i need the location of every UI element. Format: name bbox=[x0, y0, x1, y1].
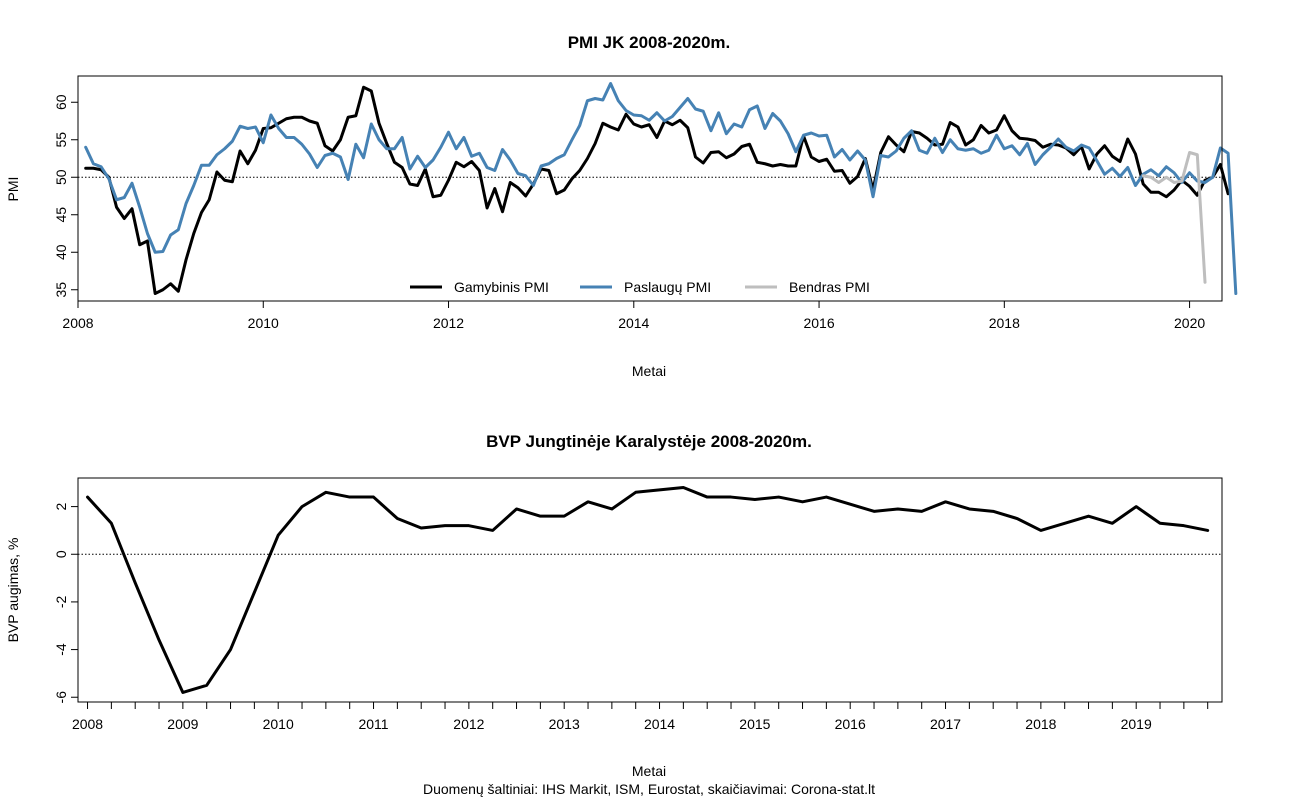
pmi-chart-x-axis: 2008 2010 2012 2014 2016 2018 2020 bbox=[62, 301, 1205, 331]
x-tick-label: 2008 bbox=[72, 716, 103, 732]
x-tick-label: 2014 bbox=[618, 315, 649, 331]
y-tick-label: -2 bbox=[53, 595, 69, 608]
gdp-chart-y-axis: -6 -4 -2 0 2 bbox=[53, 502, 78, 703]
x-tick-label: 2010 bbox=[263, 716, 294, 732]
x-tick-label: 2011 bbox=[358, 716, 388, 732]
x-tick-label: 2012 bbox=[453, 716, 484, 732]
y-tick-label: -6 bbox=[53, 691, 69, 704]
x-tick-label: 2017 bbox=[930, 716, 961, 732]
gdp-chart-title: BVP Jungtinėje Karalystėje 2008-2020m. bbox=[486, 432, 812, 451]
gdp-chart-y-axis-label: BVP augimas, % bbox=[5, 538, 21, 643]
pmi-chart-y-axis: 35 40 45 50 55 60 bbox=[53, 94, 78, 298]
pmi-chart-y-axis-label: PMI bbox=[5, 177, 21, 202]
gdp-chart-x-axis: 2008 2009 2010 2011 2012 2013 2014 2015 2016 2017… bbox=[72, 702, 1209, 732]
pmi-chart-title: PMI JK 2008-2020m. bbox=[568, 33, 731, 52]
x-tick-label: 2020 bbox=[1174, 315, 1205, 331]
x-tick-label: 2019 bbox=[1121, 716, 1152, 732]
y-tick-label: 60 bbox=[53, 94, 69, 110]
gdp-chart-plot-frame bbox=[77, 477, 1223, 703]
x-tick-label: 2016 bbox=[835, 716, 866, 732]
x-tick-label: 2018 bbox=[1025, 716, 1056, 732]
y-tick-label: 50 bbox=[53, 169, 69, 185]
legend-label-0: Gamybinis PMI bbox=[454, 279, 549, 295]
pmi-chart-x-axis-label: Metai bbox=[632, 363, 666, 379]
gdp-chart-x-axis-label: Metai bbox=[632, 763, 666, 779]
gdp-series-line bbox=[86, 486, 1210, 694]
y-tick-label: 0 bbox=[53, 550, 69, 558]
gdp-chart-series bbox=[86, 486, 1210, 694]
x-tick-label: 2015 bbox=[739, 716, 770, 732]
x-tick-label: 2018 bbox=[989, 315, 1020, 331]
y-tick-label: 55 bbox=[53, 132, 69, 148]
series-line-0 bbox=[84, 85, 1230, 295]
pmi-chart-plot-frame bbox=[77, 75, 1223, 302]
pmi-chart-legend: Gamybinis PMI Paslaugų PMI Bendras PMI bbox=[410, 279, 870, 295]
x-tick-label: 2012 bbox=[433, 315, 464, 331]
x-tick-label: 2010 bbox=[248, 315, 279, 331]
y-tick-label: 40 bbox=[53, 244, 69, 260]
y-tick-label: 45 bbox=[53, 207, 69, 223]
pmi-chart-series bbox=[84, 82, 1238, 295]
legend-label-1: Paslaugų PMI bbox=[624, 279, 711, 295]
x-tick-label: 2013 bbox=[549, 716, 580, 732]
series-line-2 bbox=[1141, 151, 1207, 284]
data-source-note: Duomenų šaltiniai: IHS Markit, ISM, Euro… bbox=[423, 781, 875, 797]
series-line-1 bbox=[84, 82, 1238, 295]
x-tick-label: 2014 bbox=[644, 716, 675, 732]
gdp-chart: BVP Jungtinėje Karalystėje 2008-2020m. 2… bbox=[5, 432, 1223, 779]
y-tick-label: -4 bbox=[53, 643, 69, 656]
x-tick-label: 2016 bbox=[803, 315, 834, 331]
x-tick-label: 2008 bbox=[62, 315, 93, 331]
pmi-chart: PMI JK 2008-2020m. 2008 2010 2012 2014 2016 2… bbox=[5, 33, 1238, 379]
y-tick-label: 35 bbox=[53, 282, 69, 298]
y-tick-label: 2 bbox=[53, 502, 69, 510]
legend-label-2: Bendras PMI bbox=[789, 279, 870, 295]
x-tick-label: 2009 bbox=[167, 716, 198, 732]
